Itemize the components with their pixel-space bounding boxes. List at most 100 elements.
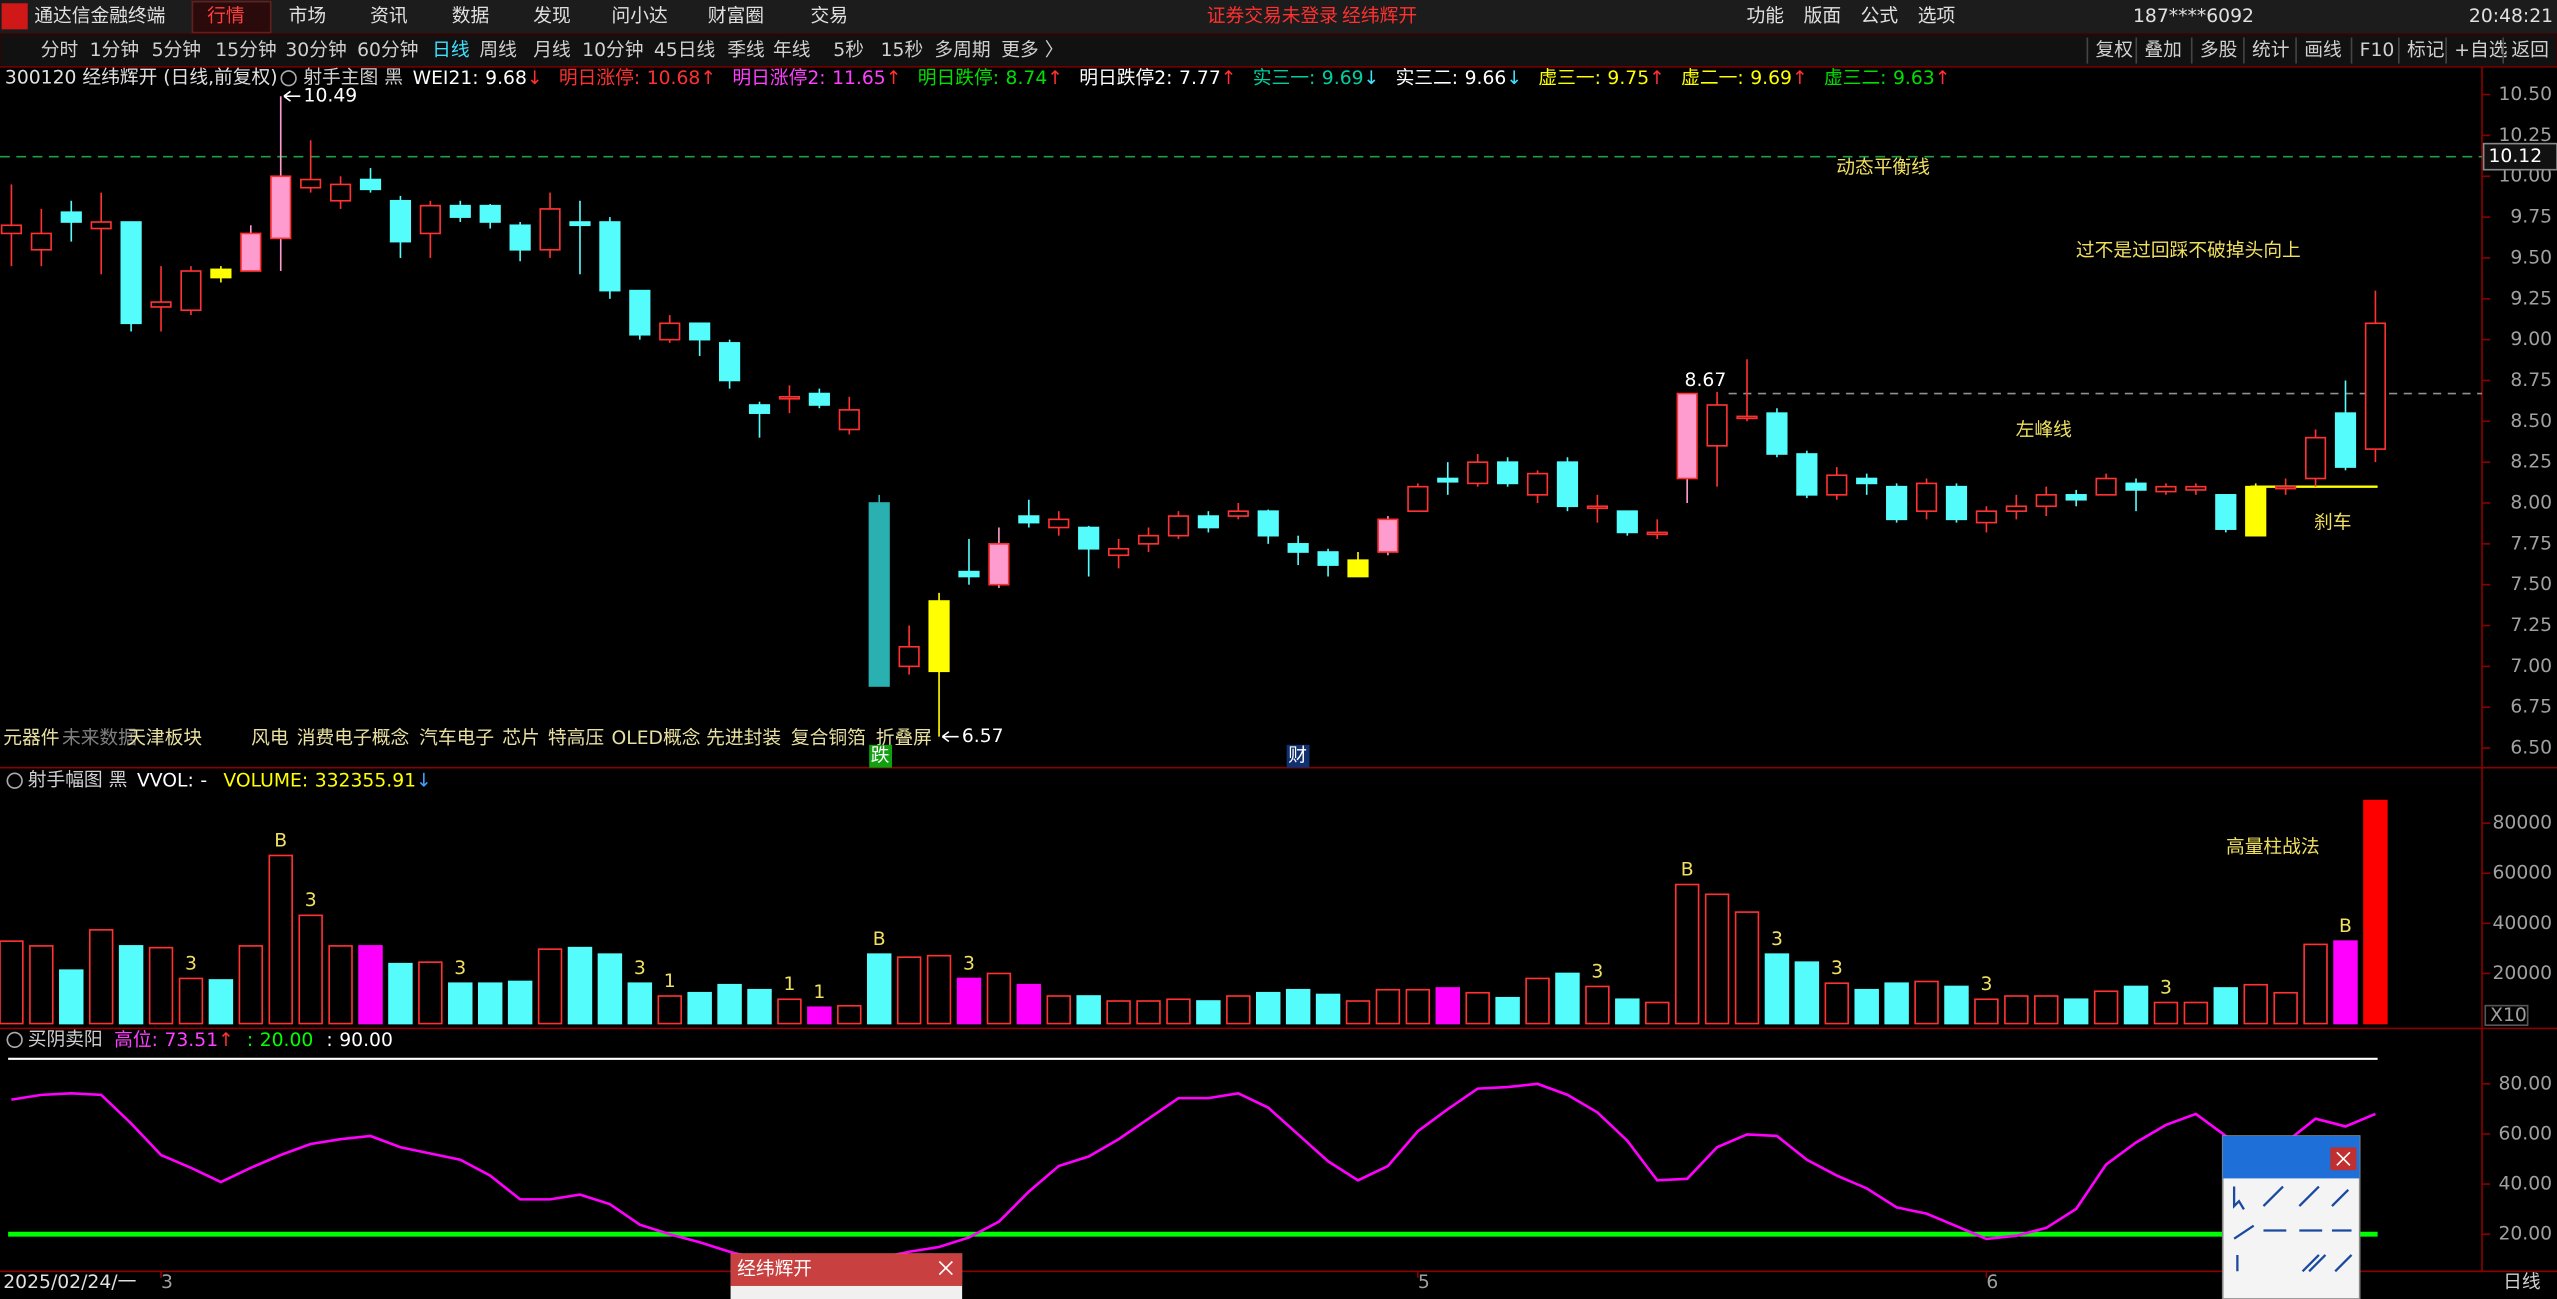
- period-tab[interactable]: 分时: [41, 40, 79, 61]
- x-tick-label: 5: [1418, 1272, 1430, 1293]
- header-label: :: [326, 1029, 332, 1050]
- concept-tag[interactable]: 芯片: [502, 728, 539, 749]
- candle-body: [60, 211, 82, 223]
- period-tab[interactable]: 60分钟: [357, 40, 418, 61]
- toolbar-action[interactable]: 统计: [2252, 40, 2289, 61]
- volume-bar: [208, 979, 234, 1025]
- menu-item[interactable]: 资讯: [370, 6, 408, 27]
- period-tab[interactable]: 更多 〉: [1001, 40, 1063, 61]
- header-arrow: ↓: [1364, 68, 1380, 89]
- volume-bar: [1674, 883, 1700, 1025]
- volume-signal: 3: [454, 958, 466, 979]
- app-name: 通达信金融终端: [34, 6, 165, 27]
- period-tab[interactable]: 30分钟: [285, 40, 346, 61]
- period-tab[interactable]: 月线: [533, 40, 571, 61]
- header-label: 实三二:: [1396, 68, 1459, 89]
- menu-item[interactable]: 发现: [533, 6, 570, 27]
- menu-item[interactable]: 数据: [452, 6, 489, 27]
- period-tab[interactable]: 1分钟: [90, 40, 139, 61]
- toolbar-action[interactable]: 复权: [2096, 40, 2134, 61]
- period-tab[interactable]: 10分钟: [582, 40, 643, 61]
- toolbar-action[interactable]: 标记: [2407, 40, 2445, 61]
- footer-period[interactable]: 日线: [2503, 1272, 2541, 1293]
- badge[interactable]: 跌: [871, 746, 890, 767]
- period-tab[interactable]: 15分钟: [215, 40, 276, 61]
- y-tick-label: 10.25: [2498, 125, 2552, 146]
- candle-body: [1467, 461, 1489, 485]
- popup-close[interactable]: [938, 1260, 953, 1276]
- period-tab[interactable]: 年线: [773, 40, 811, 61]
- indicator-icon[interactable]: [280, 70, 297, 87]
- period-tab[interactable]: 45日线: [654, 40, 716, 61]
- concept-tag[interactable]: 汽车电子: [419, 728, 494, 749]
- candle-body: [1676, 392, 1698, 480]
- candle-body: [958, 570, 980, 578]
- login-notice: 证券交易未登录: [1207, 6, 1338, 27]
- volume-bar: [1136, 1000, 1161, 1025]
- toolbar-action[interactable]: 多股: [2200, 40, 2238, 61]
- indicator-icon[interactable]: [6, 772, 23, 789]
- clock: 20:48:21 周五: [2469, 6, 2557, 27]
- volume-bar: [926, 954, 952, 1025]
- concept-tag[interactable]: 元器件: [3, 728, 59, 749]
- menu-item[interactable]: 行情: [207, 6, 244, 27]
- y-tick-label: 7.25: [2510, 615, 2552, 636]
- volume-bar: [2004, 995, 2029, 1025]
- volume-bar: [837, 1004, 862, 1025]
- tool-item[interactable]: 功能: [1747, 6, 1785, 27]
- volume-bar: [2063, 998, 2089, 1025]
- volume-bar: [1854, 988, 1879, 1025]
- period-tab[interactable]: 周线: [479, 40, 517, 61]
- period-tab[interactable]: 多周期: [934, 40, 990, 61]
- volume-bar: [1794, 961, 1820, 1025]
- period-tab[interactable]: 15秒: [881, 40, 924, 61]
- toolbar-action[interactable]: +自选: [2454, 40, 2507, 61]
- period-tab[interactable]: 5秒: [833, 40, 864, 61]
- volume-bar: [1764, 953, 1790, 1025]
- candle-body: [1826, 474, 1848, 496]
- volume-bar: [1734, 911, 1760, 1025]
- toolbar-action[interactable]: 返回: [2511, 40, 2548, 61]
- toolbar-action[interactable]: F10: [2360, 40, 2395, 61]
- concept-tag[interactable]: 未来数据: [62, 728, 137, 749]
- concept-tag[interactable]: 先进封装: [706, 728, 781, 749]
- menu-item[interactable]: 财富圈: [708, 6, 764, 27]
- header-value: 9.66: [1465, 68, 1507, 89]
- palette-icons[interactable]: [2232, 1185, 2353, 1273]
- toolbar-action[interactable]: 叠加: [2144, 40, 2181, 61]
- concept-tag[interactable]: 消费电子概念: [297, 727, 410, 749]
- volume-bar: [1495, 996, 1520, 1025]
- candle-body: [659, 322, 681, 341]
- badge[interactable]: 财: [1288, 746, 1307, 767]
- menu-item[interactable]: 市场: [289, 6, 326, 27]
- tool-item[interactable]: 选项: [1918, 6, 1955, 27]
- menu-item[interactable]: 交易: [810, 6, 847, 27]
- period-tab[interactable]: 5分钟: [152, 40, 201, 61]
- menu-item[interactable]: 问小达: [612, 6, 668, 27]
- toolbar-action[interactable]: 画线: [2304, 40, 2342, 61]
- x-tick-label: 3: [161, 1272, 173, 1293]
- volume-bar: [1285, 988, 1311, 1025]
- concept-tag[interactable]: 特高压: [548, 728, 604, 749]
- period-tab[interactable]: 季线: [727, 40, 765, 61]
- toolbar: [0, 33, 2557, 68]
- tool-item[interactable]: 版面: [1804, 6, 1841, 27]
- annotation: 过不是过回踩不破掉头向上: [2076, 241, 2301, 262]
- volume-bar: [1555, 972, 1580, 1025]
- concept-tag[interactable]: OLED概念: [612, 727, 701, 749]
- indicator-icon[interactable]: [6, 1031, 23, 1049]
- header-value: 73.51: [164, 1029, 218, 1050]
- concept-tag[interactable]: 折叠屏: [876, 728, 932, 749]
- period-tab[interactable]: 日线: [432, 40, 470, 61]
- concept-tag[interactable]: 复合铜箔: [791, 728, 866, 749]
- volume-bar: [1824, 982, 1850, 1025]
- header-value: 332355.91: [315, 770, 416, 791]
- volume-bar: [238, 945, 264, 1025]
- concept-tag[interactable]: 天津板块: [127, 728, 202, 749]
- tool-item[interactable]: 公式: [1861, 6, 1899, 27]
- volume-bar: [1106, 1000, 1131, 1025]
- y-tick-label: 6.50: [2510, 738, 2552, 759]
- candle-body: [898, 645, 920, 668]
- concept-tag[interactable]: 风电: [251, 728, 289, 749]
